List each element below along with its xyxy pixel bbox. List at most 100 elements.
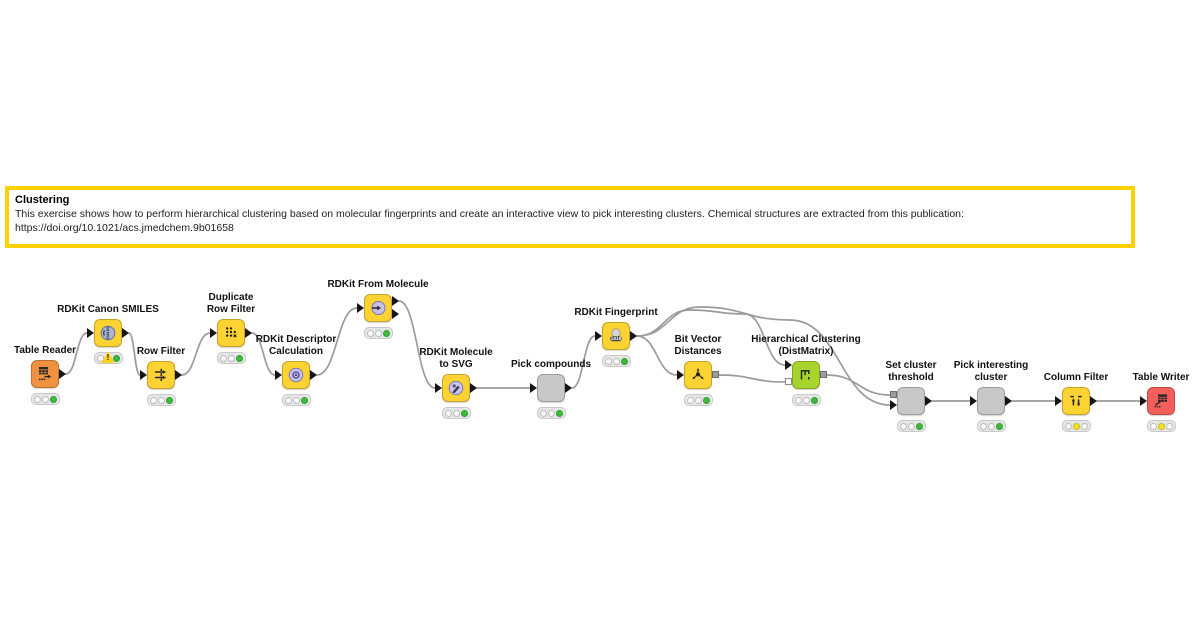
connection-rdkit-fingerprint-to-bit-vector-distances[interactable] xyxy=(636,335,678,376)
yellow-dot xyxy=(227,354,235,362)
input-port-set-cluster-threshold[interactable] xyxy=(890,400,897,410)
yellow-dot xyxy=(907,422,915,430)
svg-text:SMILES: SMILES xyxy=(106,326,110,339)
node-duplicate-row-filter[interactable] xyxy=(217,319,245,347)
green-dot xyxy=(555,409,563,417)
connection-row-filter-to-duplicate-row-filter[interactable] xyxy=(181,332,211,376)
node-label-set-cluster-threshold: Set cluster threshold xyxy=(885,360,937,383)
connection-bit-vector-distances-to-hierarchical-clustering[interactable] xyxy=(718,374,786,383)
node-column-filter[interactable] xyxy=(1062,387,1090,415)
output-port-column-filter[interactable] xyxy=(1090,396,1097,406)
node-label-bit-vector-distances: Bit Vector Distances xyxy=(674,334,722,357)
yellow-dot xyxy=(157,396,165,404)
node-table-writer[interactable] xyxy=(1147,387,1175,415)
output-port-duplicate-row-filter[interactable] xyxy=(245,328,252,338)
table-writer-icon xyxy=(1154,394,1167,408)
input-port-rdkit-canon-smiles[interactable] xyxy=(87,328,94,338)
output-port-set-cluster-threshold[interactable] xyxy=(925,396,932,406)
input-port-column-filter[interactable] xyxy=(1055,396,1062,406)
connection-table-reader-to-rdkit-canon-smiles[interactable] xyxy=(65,332,88,375)
yellow-dot xyxy=(802,396,810,404)
traffic-light-rdkit-molecule-to-svg xyxy=(441,407,471,419)
input-port-set-cluster-threshold[interactable] xyxy=(890,391,897,398)
input-port-table-writer[interactable] xyxy=(1140,396,1147,406)
output-port-rdkit-fingerprint[interactable] xyxy=(630,331,637,341)
input-port-pick-interesting-cluster[interactable] xyxy=(970,396,977,406)
output-port-row-filter[interactable] xyxy=(175,370,182,380)
output-port-rdkit-molecule-to-svg[interactable] xyxy=(470,383,477,393)
node-label-rdkit-fingerprint: RDKit Fingerprint xyxy=(574,307,658,318)
yellow-dot xyxy=(374,329,382,337)
input-port-rdkit-descriptor-calculation[interactable] xyxy=(275,370,282,380)
node-table-reader[interactable] xyxy=(31,360,59,388)
bit-vector-distances-icon xyxy=(692,368,704,380)
node-label-pick-compounds: Pick compounds xyxy=(510,359,591,370)
red-dot xyxy=(794,396,802,404)
connection-rdkit-from-molecule-to-rdkit-molecule-to-svg[interactable] xyxy=(398,300,436,389)
traffic-light-table-reader xyxy=(30,393,60,405)
output-port-rdkit-canon-smiles[interactable] xyxy=(122,328,129,338)
red-dot xyxy=(899,422,907,430)
input-port-hierarchical-clustering[interactable] xyxy=(785,360,792,370)
output-port-hierarchical-clustering[interactable] xyxy=(820,371,827,378)
output-port-table-reader[interactable] xyxy=(59,369,66,379)
node-label-row-filter: Row Filter xyxy=(136,346,186,357)
output-port-rdkit-from-molecule[interactable] xyxy=(392,296,399,306)
input-port-rdkit-fingerprint[interactable] xyxy=(595,331,602,341)
node-rdkit-descriptor-calculation[interactable] xyxy=(282,361,310,389)
node-label-column-filter: Column Filter xyxy=(1043,372,1109,383)
green-dot xyxy=(165,396,173,404)
red-dot xyxy=(33,395,41,403)
annotation-body: This exercise shows how to perform hiera… xyxy=(15,208,964,234)
green-dot xyxy=(112,354,120,362)
node-row-filter[interactable] xyxy=(147,361,175,389)
node-pick-compounds[interactable] xyxy=(537,374,565,402)
annotation-title: Clustering xyxy=(15,194,70,206)
output-port-pick-interesting-cluster[interactable] xyxy=(1005,396,1012,406)
hierarchical-clustering-icon xyxy=(800,370,810,380)
connection-pick-compounds-to-rdkit-fingerprint[interactable] xyxy=(571,335,596,389)
traffic-light-set-cluster-threshold xyxy=(896,420,926,432)
connection-rdkit-canon-smiles-to-row-filter[interactable] xyxy=(128,332,141,376)
green-dot xyxy=(382,329,390,337)
output-port-bit-vector-distances[interactable] xyxy=(712,371,719,378)
green-dot xyxy=(620,357,628,365)
input-port-bit-vector-distances[interactable] xyxy=(677,370,684,380)
input-port-pick-compounds[interactable] xyxy=(530,383,537,393)
connection-rdkit-fingerprint-to-hierarchical-clustering[interactable] xyxy=(636,309,786,366)
traffic-light-pick-interesting-cluster xyxy=(976,420,1006,432)
green-dot xyxy=(1165,422,1173,430)
green-dot xyxy=(810,396,818,404)
connection-rdkit-fingerprint-to-set-cluster-threshold[interactable] xyxy=(636,306,891,406)
node-rdkit-canon-smiles[interactable]: SMILES xyxy=(94,319,122,347)
workflow-annotation[interactable]: Clustering This exercise shows how to pe… xyxy=(5,186,1135,248)
connection-rdkit-descriptor-calculation-to-rdkit-from-molecule[interactable] xyxy=(316,307,358,376)
node-set-cluster-threshold[interactable] xyxy=(897,387,925,415)
connection-hierarchical-clustering-to-set-cluster-threshold[interactable] xyxy=(826,374,891,396)
input-port-hierarchical-clustering[interactable] xyxy=(785,378,792,385)
red-dot xyxy=(686,396,694,404)
input-port-duplicate-row-filter[interactable] xyxy=(210,328,217,338)
node-rdkit-molecule-to-svg[interactable] xyxy=(442,374,470,402)
output-port-pick-compounds[interactable] xyxy=(565,383,572,393)
connection-duplicate-row-filter-to-rdkit-descriptor-calculation[interactable] xyxy=(251,332,276,376)
output-port-rdkit-from-molecule[interactable] xyxy=(392,309,399,319)
input-port-rdkit-from-molecule[interactable] xyxy=(357,303,364,313)
input-port-row-filter[interactable] xyxy=(140,370,147,380)
traffic-light-rdkit-descriptor-calculation xyxy=(281,394,311,406)
node-hierarchical-clustering[interactable] xyxy=(792,361,820,389)
node-rdkit-from-molecule[interactable] xyxy=(364,294,392,322)
red-dot xyxy=(1149,422,1157,430)
input-port-rdkit-molecule-to-svg[interactable] xyxy=(435,383,442,393)
node-rdkit-fingerprint[interactable]: 1010 xyxy=(602,322,630,350)
traffic-light-table-writer xyxy=(1146,420,1176,432)
node-bit-vector-distances[interactable] xyxy=(684,361,712,389)
red-dot xyxy=(539,409,547,417)
red-dot xyxy=(444,409,452,417)
yellow-dot xyxy=(1157,422,1165,430)
output-port-rdkit-descriptor-calculation[interactable] xyxy=(310,370,317,380)
red-dot xyxy=(1064,422,1072,430)
smiles-icon: SMILES xyxy=(100,325,116,341)
node-pick-interesting-cluster[interactable] xyxy=(977,387,1005,415)
traffic-light-bit-vector-distances xyxy=(683,394,713,406)
